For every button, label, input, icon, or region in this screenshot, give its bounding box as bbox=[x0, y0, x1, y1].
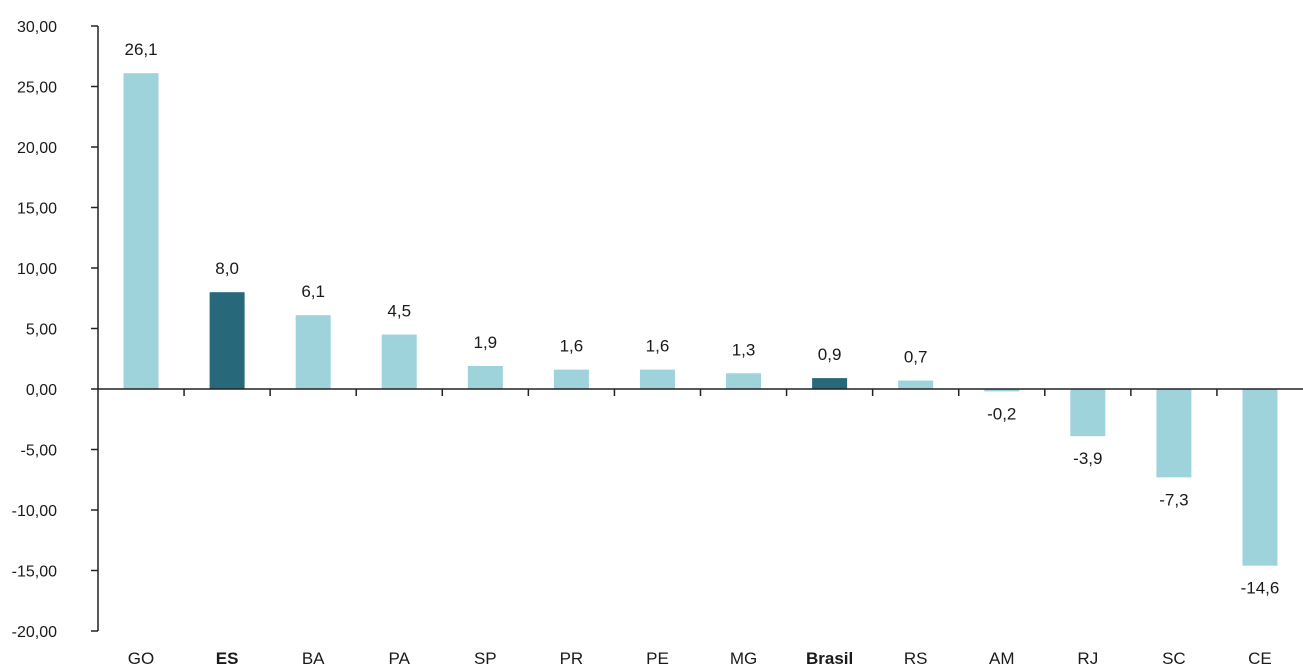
x-axis bbox=[98, 388, 1303, 396]
y-tick-label: 0,00 bbox=[26, 382, 57, 399]
y-axis: 30,00 25,00 20,00 15,00 10,00 5,00 0,00 -5,00 -1… bbox=[12, 19, 99, 641]
category-labels: GO ES BA PA SP PR PE MG Brasil RS AM RJ SC CE bbox=[128, 649, 1272, 668]
data-label: 6,1 bbox=[301, 282, 325, 301]
bar bbox=[1070, 389, 1106, 437]
data-label: 8,0 bbox=[215, 259, 239, 278]
bar bbox=[984, 389, 1020, 392]
data-label: 1,6 bbox=[646, 337, 670, 356]
data-label: -14,6 bbox=[1241, 579, 1280, 598]
category-label: RJ bbox=[1077, 649, 1098, 668]
y-tick-label: 30,00 bbox=[17, 19, 57, 36]
data-label: -0,2 bbox=[987, 404, 1016, 423]
category-label: AM bbox=[989, 649, 1015, 668]
data-label: -3,9 bbox=[1073, 449, 1102, 468]
category-label: SP bbox=[474, 649, 497, 668]
data-label: 1,9 bbox=[474, 333, 498, 352]
data-label: 1,6 bbox=[560, 337, 584, 356]
y-tick-label: 25,00 bbox=[17, 80, 57, 97]
bar bbox=[812, 378, 848, 389]
category-label: BA bbox=[302, 649, 325, 668]
bar bbox=[467, 366, 503, 389]
data-label: -7,3 bbox=[1159, 490, 1188, 509]
bar bbox=[295, 315, 331, 389]
bar bbox=[123, 73, 159, 389]
y-tick-label: 10,00 bbox=[17, 261, 57, 278]
data-label: 0,7 bbox=[904, 348, 928, 367]
data-label: 4,5 bbox=[387, 302, 411, 321]
bar bbox=[898, 380, 934, 389]
bar bbox=[381, 334, 417, 389]
data-labels: 26,1 8,0 6,1 4,5 1,9 1,6 1,6 1,3 0,9 0,7 -0,2 -3,9 -… bbox=[124, 40, 1279, 597]
category-label: SC bbox=[1162, 649, 1186, 668]
y-tick-label: -5,00 bbox=[21, 443, 58, 460]
y-tick-label: 20,00 bbox=[17, 140, 57, 157]
data-label: 1,3 bbox=[732, 340, 756, 359]
y-tick-label: 5,00 bbox=[26, 322, 57, 339]
category-label: RS bbox=[904, 649, 928, 668]
category-label: CE bbox=[1248, 649, 1272, 668]
bar bbox=[639, 369, 675, 389]
category-label: PE bbox=[646, 649, 669, 668]
bars bbox=[123, 73, 1278, 566]
y-tick-label: -10,00 bbox=[12, 503, 57, 520]
bar bbox=[553, 369, 589, 389]
y-tick-label: -20,00 bbox=[12, 624, 57, 641]
bar bbox=[1242, 389, 1278, 566]
category-label: Brasil bbox=[806, 649, 853, 668]
bar bbox=[726, 373, 762, 389]
bar bbox=[1156, 389, 1192, 478]
data-label: 26,1 bbox=[124, 40, 157, 59]
y-tick-label: 15,00 bbox=[17, 201, 57, 218]
category-label: PA bbox=[389, 649, 411, 668]
y-tick-label: -15,00 bbox=[12, 564, 57, 581]
category-label: GO bbox=[128, 649, 154, 668]
bar bbox=[209, 292, 245, 389]
data-label: 0,9 bbox=[818, 345, 842, 364]
category-label: MG bbox=[730, 649, 757, 668]
category-label: ES bbox=[216, 649, 239, 668]
category-label: PR bbox=[560, 649, 584, 668]
